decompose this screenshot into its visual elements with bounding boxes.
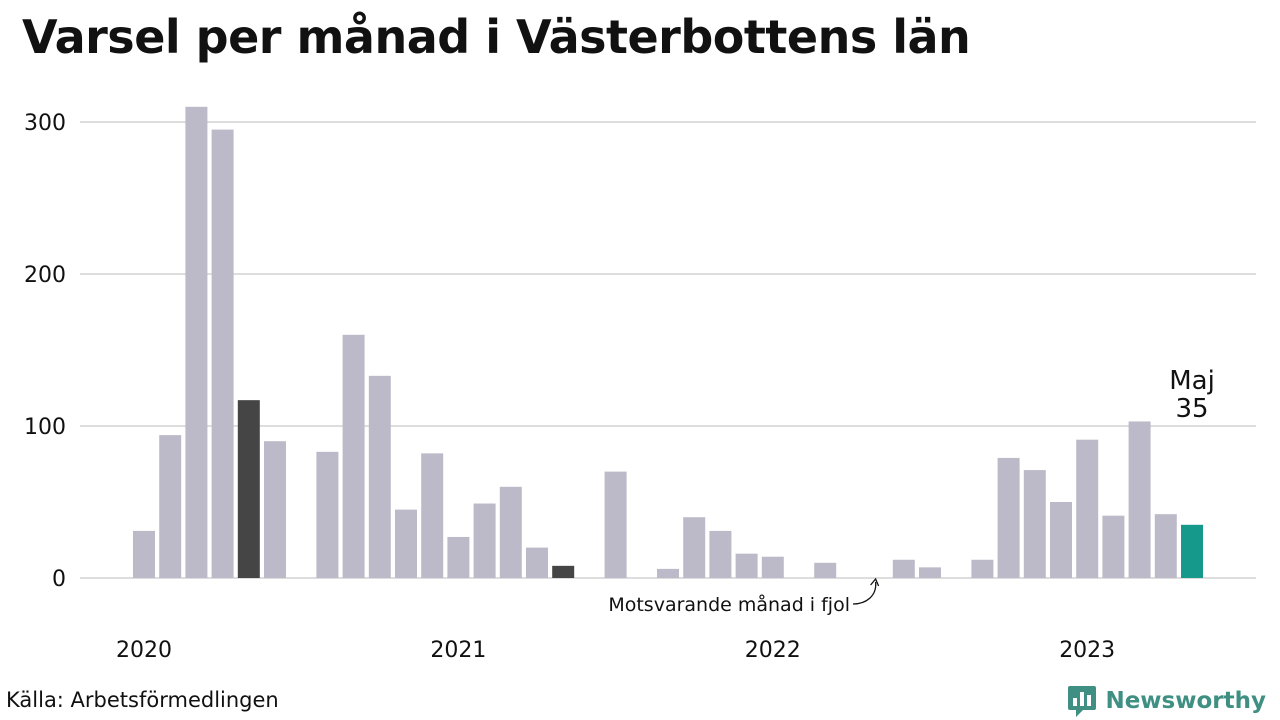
chart-title: Varsel per månad i Västerbottens län [22,10,971,64]
bar-2021-02 [473,503,496,578]
bar-2020-12 [421,453,444,578]
bar-2023-03 [1128,421,1151,578]
bar-2022-07 [919,567,941,578]
annotation-arrow-head [870,577,880,587]
bar-2020-05 [237,400,260,578]
x-year-label-2020: 2020 [116,638,172,663]
bar-2021-04 [526,547,548,578]
x-axis-year-labels: 2020 2021 2022 2023 [116,638,1115,663]
bar-2022-09 [971,559,994,578]
bar-2021-12 [735,553,758,578]
x-year-label-2023: 2023 [1059,638,1115,663]
bar-2023-04 [1154,514,1177,578]
annotation-arrow-line [852,581,877,605]
bar-2023-05 [1181,524,1203,578]
newsworthy-bar-chart-icon [1068,686,1097,717]
bar-2022-03 [814,562,837,578]
y-tick-label: 100 [24,415,66,440]
bar-2023-02 [1102,515,1125,578]
bar-2021-10 [683,517,706,578]
source-note: Källa: Arbetsförmedlingen [6,688,279,712]
bar-2021-11 [709,530,732,578]
bar-2020-03 [185,106,208,579]
bar-2020-01 [133,530,155,578]
brand-logo: Newsworthy [1067,684,1266,718]
bar-2022-11 [1023,470,1046,578]
last-year-annotation: Motsvarande månad i fjol [608,593,850,616]
bar-2023-01 [1076,439,1099,578]
bar-2020-02 [159,435,182,578]
bar-2020-10 [368,375,391,578]
bar-2020-08 [316,451,339,578]
bar-2022-10 [997,457,1020,578]
bar-2020-06 [264,441,286,578]
x-year-label-2022: 2022 [745,638,801,663]
bar-2021-09 [657,568,679,578]
y-axis-tick-labels: 0 100 200 300 [24,111,66,592]
bar-2020-11 [395,509,417,578]
bars [133,106,1203,579]
y-tick-label: 200 [24,263,66,288]
bar-2021-03 [499,486,522,578]
bar-2021-05 [552,565,575,578]
bar-2022-06 [892,559,915,578]
current-month-value: 35 [1175,394,1208,424]
x-year-label-2021: 2021 [430,638,486,663]
bar-2021-01 [447,536,470,578]
bar-2022-01 [761,556,784,578]
brand-name: Newsworthy [1105,688,1266,714]
bar-2020-04 [211,129,234,578]
bar-2020-09 [342,334,365,578]
current-month-label: Maj [1169,366,1215,396]
y-tick-label: 0 [52,567,66,592]
y-tick-label: 300 [24,111,66,136]
bar-2022-12 [1050,502,1072,578]
bar-2021-07 [604,471,627,578]
